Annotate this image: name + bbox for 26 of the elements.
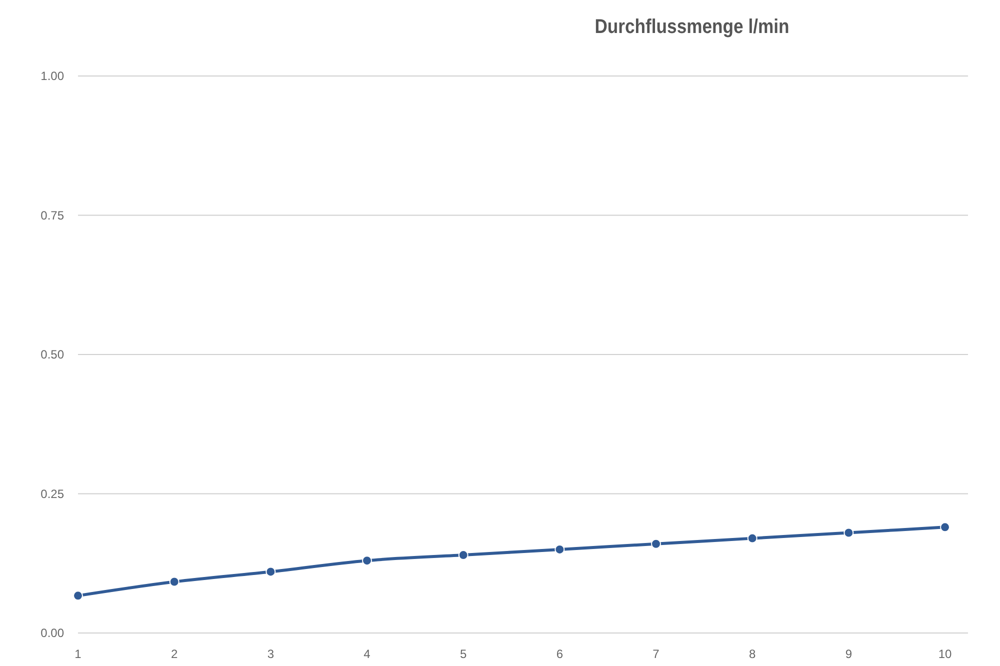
x-tick-label: 9: [845, 647, 852, 661]
point: [362, 556, 372, 566]
point: [169, 576, 180, 587]
x-tick-label: 4: [364, 647, 371, 661]
x-tick-label: 5: [460, 647, 467, 661]
x-tick-label: 3: [267, 647, 274, 661]
point: [651, 538, 661, 549]
y-tick-label: 0.00: [40, 626, 64, 640]
point: [844, 528, 854, 538]
point: [266, 566, 276, 577]
point: [747, 533, 758, 544]
chart-title: Durchflussmenge l/min: [594, 14, 790, 38]
point: [73, 590, 83, 601]
x-tick-label: 7: [652, 647, 660, 661]
x-tick-label: 1: [74, 647, 82, 661]
y-tick-label: 0.75: [40, 208, 64, 222]
x-tick-label: 2: [170, 647, 178, 661]
x-tick-label: 8: [748, 647, 756, 661]
y-tick-label: 1.00: [40, 69, 64, 83]
point: [554, 544, 565, 554]
point: [458, 550, 468, 560]
y-tick-label: 0.25: [40, 486, 64, 501]
x-tick-label: 6: [556, 647, 564, 661]
point: [940, 522, 950, 532]
x-tick-label: 10: [938, 647, 952, 661]
y-tick-label: 0.50: [40, 348, 64, 362]
